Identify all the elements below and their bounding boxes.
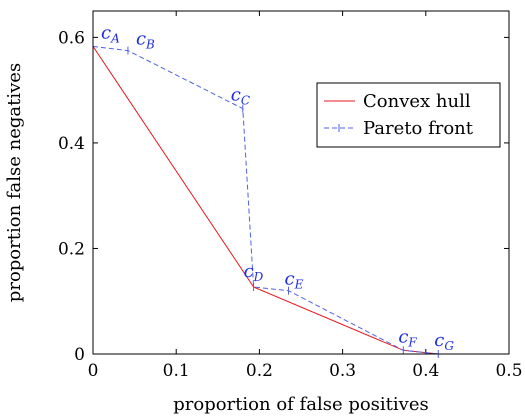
legend-box bbox=[316, 82, 501, 148]
point-label-cb: cB bbox=[136, 29, 155, 52]
x-tick-label: 0 bbox=[88, 361, 99, 381]
x-tick-label: 0.2 bbox=[246, 361, 273, 381]
legend: Convex hull Pareto front bbox=[316, 82, 501, 148]
legend-label-convex-hull: Convex hull bbox=[363, 91, 471, 112]
annotation-layer: cA cB cC cD cE cF cG bbox=[101, 22, 454, 353]
legend-label-pareto-front: Pareto front bbox=[363, 118, 474, 139]
y-tick-label: 0.2 bbox=[58, 239, 85, 259]
y-tick-label: 0 bbox=[74, 345, 85, 365]
plot-frame bbox=[92, 10, 510, 355]
y-tick-label: 0.4 bbox=[58, 134, 85, 154]
point-label-cg: cG bbox=[434, 330, 454, 353]
point-label-ca: cA bbox=[101, 22, 120, 45]
x-tick-label: 0.5 bbox=[495, 361, 522, 381]
point-label-cc: cC bbox=[231, 85, 250, 108]
y-axis-title: proportion false negatives bbox=[4, 63, 25, 302]
point-label-cd: cD bbox=[244, 261, 264, 284]
x-axis-title: proportion of false positives bbox=[173, 394, 428, 415]
x-tick-label: 0.4 bbox=[412, 361, 439, 381]
x-tick-label: 0.1 bbox=[163, 361, 190, 381]
point-label-cf: cF bbox=[398, 326, 417, 349]
point-label-ce: cE bbox=[285, 269, 304, 292]
ticks-layer: 0 0.1 0.2 0.3 0.4 0.5 0 0.2 0.4 0.6 bbox=[58, 11, 523, 381]
y-tick-label: 0.6 bbox=[58, 28, 85, 48]
x-tick-label: 0.3 bbox=[329, 361, 356, 381]
